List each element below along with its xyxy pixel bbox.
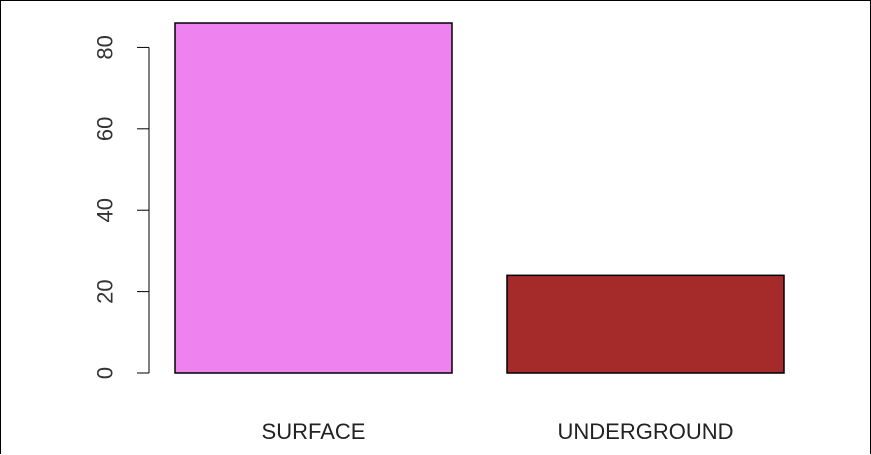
y-tick-label: 0 [93,367,118,379]
bar-surface [174,22,453,374]
y-tick-label: 80 [93,35,118,59]
y-tick-label: 20 [93,279,118,303]
y-tick-label: 60 [93,117,118,141]
x-category-label: SURFACE [262,419,366,444]
x-category-label: UNDERGROUND [558,419,734,444]
bar-underground [506,274,785,374]
y-tick-label: 40 [93,198,118,222]
